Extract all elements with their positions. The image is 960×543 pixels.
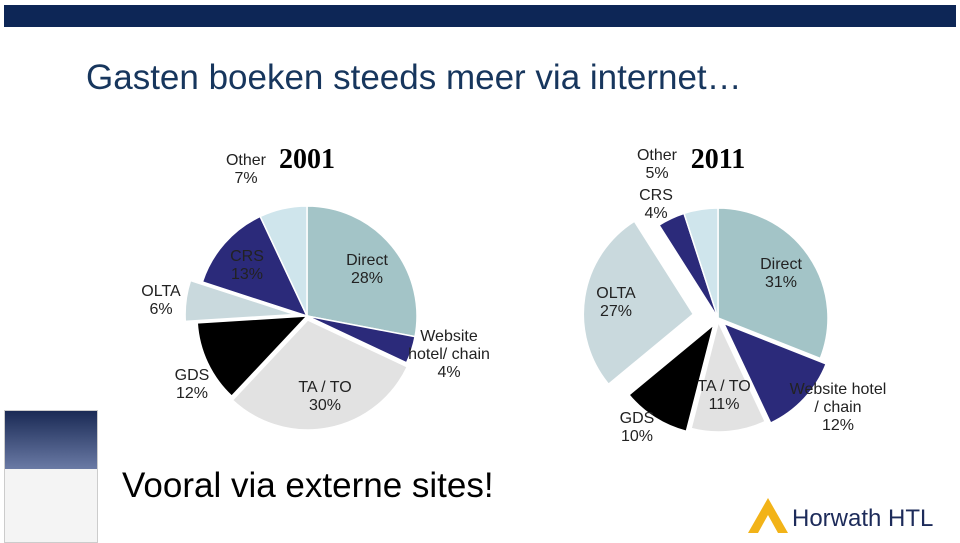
value-label: 27% xyxy=(599,303,633,320)
value-label: 13% xyxy=(230,266,264,283)
category-label: GDS xyxy=(619,410,655,427)
book-cover xyxy=(4,410,98,543)
pie-slice xyxy=(306,205,418,338)
slice-label: CRS 4% xyxy=(606,187,706,223)
pie-slice xyxy=(683,207,719,319)
slice-label: GDS 10% xyxy=(587,410,687,446)
pie-slice xyxy=(306,315,416,364)
top-bar xyxy=(4,5,956,27)
value-label: 5% xyxy=(645,165,669,182)
value-label: 28% xyxy=(350,270,384,287)
category-label: CRS xyxy=(230,248,264,265)
pie-slice xyxy=(722,322,828,425)
category-label: Website hotel / chain xyxy=(789,381,887,416)
slice-label: Website hotel / chain 12% xyxy=(788,381,888,435)
logo-text: Horwath HTL xyxy=(792,505,933,532)
pie-slice xyxy=(690,319,767,433)
value-label: 12% xyxy=(175,385,209,402)
slice-label: OLTA 6% xyxy=(111,283,211,319)
value-label: 10% xyxy=(620,428,654,445)
value-label: 11% xyxy=(708,396,740,413)
category-label: GDS xyxy=(174,367,210,384)
pie-slice xyxy=(259,205,308,317)
category-label: TA / TO xyxy=(298,379,352,396)
pie-title: 2011 xyxy=(690,144,746,175)
value-label: 4% xyxy=(437,364,461,381)
category-label: OLTA xyxy=(596,285,636,302)
slide-title: Gasten boeken steeds meer via internet… xyxy=(86,58,742,97)
value-label: 6% xyxy=(149,301,173,318)
slice-label: Other 5% xyxy=(607,147,707,183)
pie-slice xyxy=(231,319,409,431)
slice-label: Other 7% xyxy=(196,152,296,188)
slice-label: Direct 31% xyxy=(731,256,831,292)
pie-slice xyxy=(196,315,309,398)
category-label: Other xyxy=(636,147,677,164)
pie-slice xyxy=(627,322,716,433)
slice-label: CRS 13% xyxy=(197,248,297,284)
category-label: Other xyxy=(225,152,266,169)
pie-slice xyxy=(201,215,309,318)
category-label: CRS xyxy=(639,187,673,204)
value-label: 30% xyxy=(308,397,342,414)
slice-label: GDS 12% xyxy=(142,367,242,403)
pie-slice xyxy=(184,279,296,323)
slice-label: Website hotel/ chain 4% xyxy=(399,328,499,382)
category-label: TA / TO xyxy=(697,378,751,395)
pie-slice xyxy=(582,220,695,386)
category-label: Website hotel/ chain xyxy=(408,328,490,363)
slice-label: TA / TO 11% xyxy=(674,378,774,414)
slice-label: OLTA 27% xyxy=(566,285,666,321)
pie-title: 2001 xyxy=(279,144,335,175)
slide-subtitle: Vooral via externe sites! xyxy=(122,466,494,505)
category-label: Direct xyxy=(346,252,388,269)
logo-mark xyxy=(748,498,788,533)
slice-label: Direct 28% xyxy=(317,252,417,288)
category-label: OLTA xyxy=(141,283,181,300)
value-label: 31% xyxy=(764,274,798,291)
value-label: 12% xyxy=(821,417,855,434)
pie-slice xyxy=(717,207,829,360)
category-label: Direct xyxy=(760,256,802,273)
value-label: 4% xyxy=(644,205,668,222)
slice-label: TA / TO 30% xyxy=(275,379,375,415)
value-label: 7% xyxy=(234,170,258,187)
